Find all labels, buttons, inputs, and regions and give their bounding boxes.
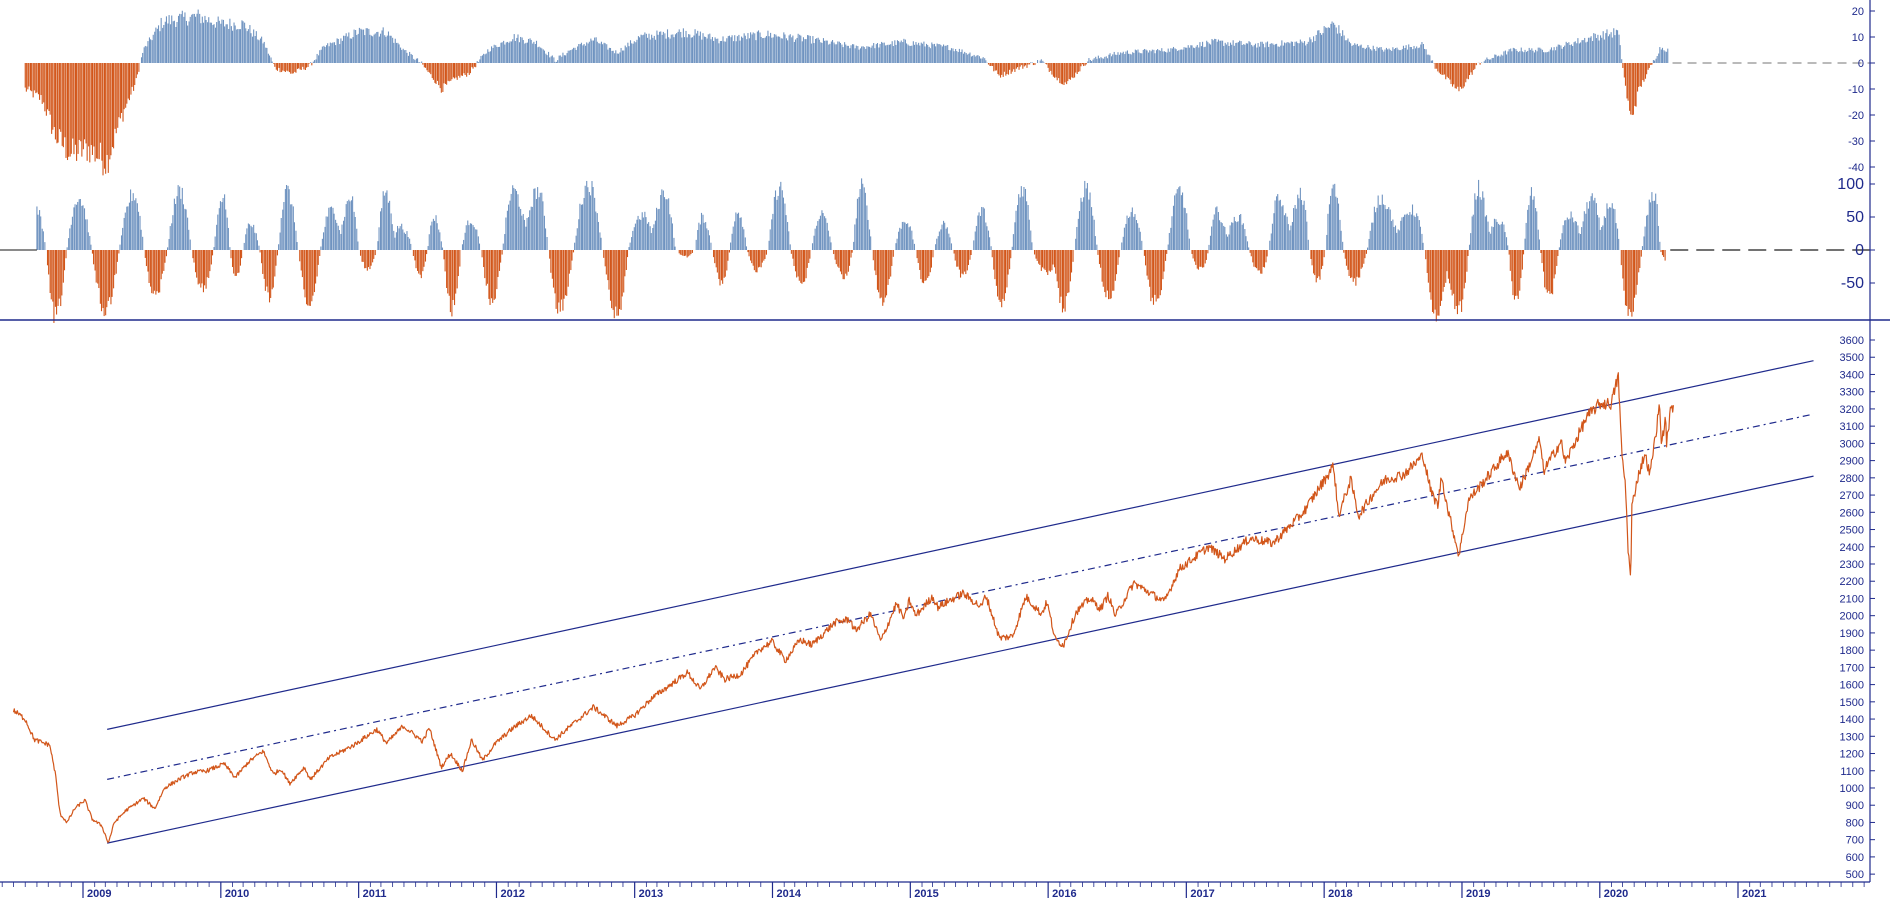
y-tick-label: 1600 [1840, 680, 1864, 692]
y-tick-label: 1800 [1840, 645, 1864, 657]
x-tick-label: 2013 [639, 888, 663, 900]
y-tick-label: -40 [1848, 162, 1864, 174]
y-tick-label: 700 [1846, 835, 1864, 847]
x-tick-label: 2017 [1190, 888, 1214, 900]
y-tick-label: 3500 [1840, 352, 1864, 364]
right-value-axis: 20100-10-20-30-40100500-5036003500340033… [1837, 0, 1875, 882]
top-oscillator-panel [24, 9, 1870, 176]
y-tick-label: 600 [1846, 852, 1864, 864]
y-tick-label: 1400 [1840, 714, 1864, 726]
y-tick-label: 1500 [1840, 697, 1864, 709]
y-tick-label: 900 [1846, 800, 1864, 812]
y-tick-label: 2300 [1840, 559, 1864, 571]
x-tick-label: 2010 [225, 888, 249, 900]
y-tick-label: 2500 [1840, 525, 1864, 537]
y-tick-label: 1900 [1840, 628, 1864, 640]
x-tick-label: 2016 [1052, 888, 1076, 900]
y-tick-label: 0 [1855, 242, 1864, 259]
y-tick-label: 3400 [1840, 369, 1864, 381]
date-axis: 2009 2010 2011 2012 2013 2014 2015 2016 2017 2018… [0, 881, 1870, 900]
y-tick-label: 50 [1846, 209, 1864, 226]
channel-line-1 [107, 360, 1814, 730]
y-tick-label: -10 [1848, 84, 1864, 96]
y-tick-label: 100 [1837, 176, 1864, 193]
y-tick-label: 3200 [1840, 404, 1864, 416]
middle-oscillator-panel [0, 178, 1870, 323]
x-tick-label: 2018 [1328, 888, 1352, 900]
y-tick-label: 2400 [1840, 542, 1864, 554]
channel-line-3 [107, 475, 1814, 844]
y-tick-label: -50 [1841, 275, 1864, 292]
x-tick-label: 2009 [87, 888, 111, 900]
y-tick-label: 500 [1846, 869, 1864, 881]
y-tick-label: 20 [1852, 6, 1864, 18]
y-tick-label: 2700 [1840, 490, 1864, 502]
y-tick-label: 1700 [1840, 662, 1864, 674]
y-tick-label: 1100 [1840, 766, 1864, 778]
y-tick-label: 2000 [1840, 611, 1864, 623]
y-tick-label: 2800 [1840, 473, 1864, 485]
y-tick-label: 800 [1846, 817, 1864, 829]
x-tick-label: 2020 [1604, 888, 1628, 900]
y-tick-label: 2600 [1840, 507, 1864, 519]
y-tick-label: 1200 [1840, 749, 1864, 761]
y-tick-label: -20 [1848, 110, 1864, 122]
y-tick-label: 0 [1858, 58, 1864, 70]
y-tick-label: 2200 [1840, 576, 1864, 588]
price-series-line [12, 372, 1674, 843]
x-tick-label: 2015 [914, 888, 938, 900]
x-tick-label: 2011 [363, 888, 387, 900]
y-tick-label: 3000 [1840, 438, 1864, 450]
price-panel [12, 360, 1814, 844]
y-tick-label: -30 [1848, 136, 1864, 148]
x-tick-label: 2021 [1742, 888, 1766, 900]
y-tick-label: 3600 [1840, 335, 1864, 347]
y-tick-label: 2900 [1840, 456, 1864, 468]
y-tick-label: 3300 [1840, 387, 1864, 399]
y-tick-label: 1000 [1840, 783, 1864, 795]
y-tick-label: 10 [1852, 32, 1864, 44]
y-tick-label: 2100 [1840, 593, 1864, 605]
x-tick-label: 2012 [500, 888, 524, 900]
x-tick-label: 2014 [776, 888, 801, 900]
y-tick-label: 1300 [1840, 731, 1864, 743]
x-tick-label: 2019 [1466, 888, 1490, 900]
y-tick-label: 3100 [1840, 421, 1864, 433]
